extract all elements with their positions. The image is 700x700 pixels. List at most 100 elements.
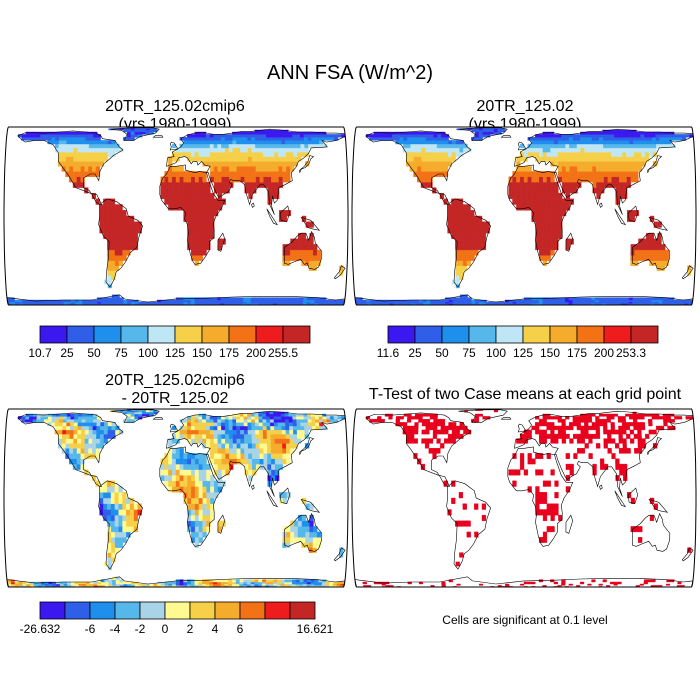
map-panel-2-cell [595, 297, 600, 301]
map-panel-3-cell [130, 411, 136, 415]
map-panel-2-cell [572, 137, 578, 141]
map-panel-2-cell [458, 255, 464, 261]
map-panel-2-cell [432, 156, 438, 162]
map-panel-1-cell [314, 134, 320, 138]
map-panel-3-cell [198, 497, 203, 504]
map-panel-3-cell [213, 416, 218, 420]
map-panel-1-cell [299, 134, 305, 138]
map-panel-1-cell [213, 140, 218, 145]
map-panel-3-cell [138, 416, 143, 420]
map-panel-2-cell [653, 244, 658, 251]
map-panel-2-cell [558, 161, 563, 167]
map-panel-1-cell [240, 156, 245, 162]
map-panel-3-cell [198, 419, 203, 423]
map-panel-1-cell [190, 176, 196, 183]
map-panel-1-cell [85, 140, 90, 145]
map-panel-1-cell [228, 166, 234, 172]
map-panel-1-cell [259, 156, 264, 162]
map-panel-2-cell [550, 221, 555, 228]
map-panel-2-cell [462, 255, 468, 261]
map-panel-2-cell [455, 140, 461, 145]
map-panel-3-cell [304, 429, 309, 435]
map-panel-2-cell [406, 151, 411, 157]
map-panel-1-cell [126, 244, 131, 251]
map-panel-1-cell [103, 198, 108, 205]
map-panel-2-cell [420, 166, 426, 172]
map-panel-1-cell [225, 156, 230, 162]
map-panel-2-cell [618, 143, 623, 149]
map-panel-3-coast-eurasia [166, 410, 346, 497]
map-panel-2-cell [516, 187, 521, 194]
map-panel-1-cell [190, 137, 196, 141]
map-panel-3-cell [263, 443, 268, 449]
map-panel-3-cell [217, 453, 222, 459]
map-panel-3-cell [191, 520, 196, 527]
map-panel-1-cell [282, 161, 287, 167]
map-panel-1-cell [194, 176, 200, 183]
colorbar-panel-3-box [114, 601, 141, 620]
map-panel-3-cell [198, 537, 203, 543]
map-panel-2-cell [455, 151, 460, 157]
map-panel-1-cell [183, 171, 188, 177]
map-panel-1-cell [191, 238, 196, 245]
map-panel-3-cell [194, 526, 200, 533]
map-panel-3-cell [183, 419, 188, 423]
map-panel-2-cell [653, 221, 659, 228]
map-panel-2-cell [550, 147, 555, 153]
map-panel-3-cell [18, 581, 23, 585]
map-panel-1-cell [243, 134, 248, 138]
map-panel-2-cell [568, 140, 574, 145]
map-panel-1-cell [206, 210, 211, 217]
map-panel-2-cell [546, 181, 551, 188]
map-panel-3-cell [55, 416, 60, 420]
map-panel-3-cell [255, 458, 261, 465]
map-panel-3-cell [225, 438, 230, 444]
map-panel-1-cell [267, 181, 272, 188]
map-panel-4-cell [634, 448, 639, 454]
map-panel-1-cell [194, 181, 200, 188]
map-panel-4-cell [388, 416, 393, 420]
map-panel-1-cell [183, 147, 188, 153]
map-panel-3-cell [221, 433, 226, 439]
map-panel-1-cell [202, 204, 207, 211]
map-panel-2-cell [542, 176, 548, 183]
map-panel-3-cell [296, 425, 302, 431]
map-panel-2-cell [448, 299, 454, 303]
colorbar-panel-2-box [441, 325, 470, 344]
map-panel-3-cell [312, 537, 318, 543]
map-panel-2-cell [478, 131, 483, 135]
map-panel-2-coast-uk [517, 141, 527, 151]
map-panel-1-cell [202, 176, 207, 183]
map-panel-2-cell [651, 134, 656, 138]
map-panel-1-cell [277, 137, 282, 141]
map-panel-3-cell [190, 429, 196, 435]
map-panel-1-cell [255, 161, 260, 167]
map-panel-2-cell [546, 297, 551, 301]
map-panel-4-cell [482, 416, 487, 420]
map-panel-4-cell [459, 552, 464, 558]
map-panel-1-cell [284, 134, 290, 138]
map-panel-3-cell [81, 429, 86, 435]
map-panel-1-cell [93, 299, 98, 303]
map-panel-2-cell [477, 221, 483, 228]
map-panel-2-cell [550, 143, 555, 149]
map-panel-3-cell [134, 416, 139, 420]
map-panel-1-cell [80, 166, 85, 172]
map-panel-1-cell [92, 143, 97, 149]
map-panel-2-cell [432, 166, 437, 172]
map-panel-3-cell [88, 438, 93, 444]
map-panel-1-cell [301, 233, 307, 239]
map-panel-2-cell [531, 299, 536, 303]
map-panel-3-cell [78, 413, 83, 417]
map-panel-2-cell [638, 249, 643, 256]
map-panel-1-cell [69, 156, 74, 162]
map-panel-2-cell [459, 249, 464, 256]
map-panel-2-cell [599, 171, 605, 177]
map-panel-1-coast-north-america [17, 130, 124, 205]
figure-title: ANN FSA (W/m^2) [266, 62, 434, 84]
map-panel-3-cell [213, 463, 219, 470]
map-panel-3-cell [58, 433, 63, 439]
map-panel-1-cell [66, 140, 71, 145]
map-panel-4-cell [610, 438, 616, 444]
map-panel-1-cell [168, 301, 173, 304]
